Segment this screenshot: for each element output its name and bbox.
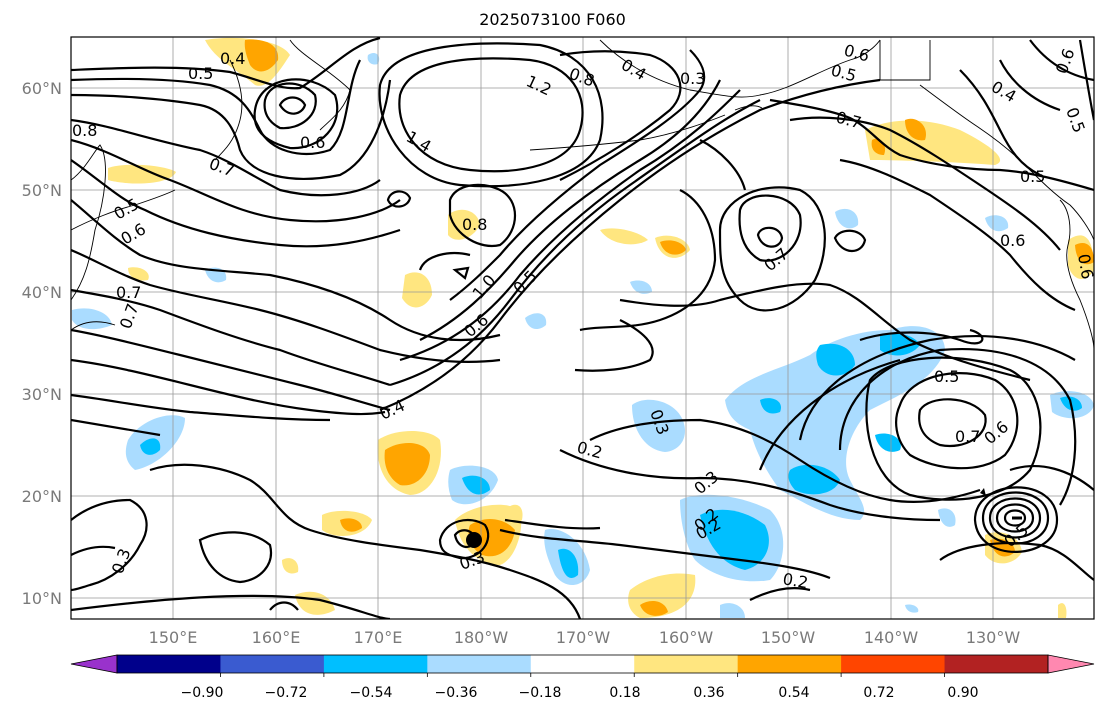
colorbar-swatch: [944, 655, 1049, 673]
lon-tick-label: 150°E: [149, 628, 198, 647]
lat-tick-label: 40°N: [22, 283, 62, 302]
colorbar-tick-label: 0.18: [609, 685, 640, 701]
lon-tick-label: 180°W: [454, 628, 509, 647]
colorbar-swatch: [220, 655, 325, 673]
contour-label: 0.4: [220, 49, 245, 68]
lat-tick-label: 20°N: [22, 487, 62, 506]
colorbar-tick-label: −0.72: [265, 685, 308, 701]
contour-label: 0.6: [1074, 252, 1097, 280]
lon-tick-label: 140°W: [864, 628, 919, 647]
colorbar-tick-label: 0.36: [693, 685, 724, 701]
contour-label: 0.7: [955, 427, 980, 446]
colorbar-swatch: [323, 655, 428, 673]
map-frame: [70, 36, 1095, 620]
lon-tick-label: 130°W: [966, 628, 1021, 647]
lon-tick-label: 160°E: [252, 628, 301, 647]
lat-tick-label: 30°N: [22, 385, 62, 404]
lon-tick-label: 150°W: [761, 628, 816, 647]
colorbar-tick-label: 0.54: [778, 685, 809, 701]
colorbar-swatch: [737, 655, 842, 673]
contour-label: 0.5: [934, 367, 959, 386]
colorbar-extend-low: [70, 654, 118, 674]
colorbar-extend-high: [1047, 654, 1095, 674]
colorbar-tick-label: −0.36: [435, 685, 478, 701]
contour-lines: [71, 37, 1094, 619]
colorbar-swatch: [634, 655, 739, 673]
contour-label: 0.5: [1020, 167, 1045, 186]
lat-tick-label: 60°N: [22, 79, 62, 98]
colorbar-swatch: [427, 655, 532, 673]
colorbar: [70, 654, 1095, 677]
map-title: 2025073100 F060: [479, 10, 626, 29]
longitude-axis: 150°E 160°E 170°E 180°W 170°W 160°W 150°…: [149, 628, 1021, 647]
lon-tick-label: 170°W: [556, 628, 611, 647]
contour-label: 0.3: [680, 69, 705, 88]
contour-label: 0.5: [188, 64, 213, 83]
contour-label: 0.8: [462, 215, 487, 234]
small-feature-marker: [980, 488, 986, 496]
colorbar-tick-label: −0.18: [519, 685, 562, 701]
lat-tick-label: 10°N: [22, 589, 62, 608]
vortex-center-dot: [466, 532, 482, 548]
colorbar-tick-labels: −0.90 −0.72 −0.54 −0.36 −0.18 0.18 0.36 …: [181, 685, 979, 701]
latitude-axis: 60°N 50°N 40°N 30°N 20°N 10°N: [22, 79, 62, 608]
contour-label: 0.6: [300, 133, 325, 152]
contour-label: 0.8: [72, 121, 97, 140]
colorbar-swatch: [117, 655, 221, 673]
contour-label: 0.2: [781, 569, 809, 592]
colorbar-swatch: [841, 655, 946, 673]
colorbar-outline: [116, 654, 1049, 674]
colorbar-tick-label: −0.54: [350, 685, 393, 701]
contour-label: 0.6: [1000, 231, 1025, 250]
colorbar-tick-label: −0.90: [181, 685, 224, 701]
colorbar-swatch: [530, 655, 635, 673]
lon-tick-label: 160°W: [659, 628, 714, 647]
positive-anomaly-shading: [108, 37, 1094, 618]
lon-tick-label: 170°E: [354, 628, 403, 647]
contour-label: 0.7: [116, 283, 141, 302]
colorbar-tick-label: 0.90: [947, 685, 978, 701]
colorbar-tick-label: 0.72: [863, 685, 894, 701]
lat-tick-label: 50°N: [22, 181, 62, 200]
